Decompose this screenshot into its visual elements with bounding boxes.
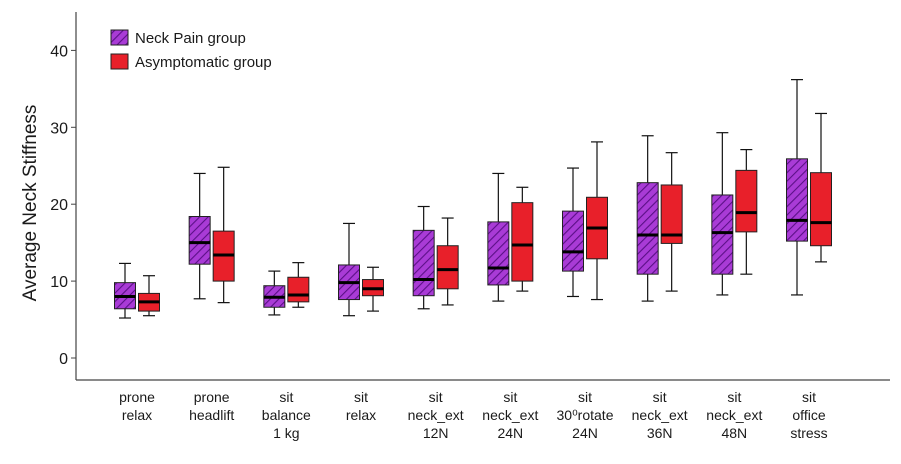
box-neck-pain [338, 222, 360, 317]
iqr-box [711, 194, 734, 275]
iqr-box [511, 202, 534, 282]
iqr-box [562, 210, 584, 272]
iqr-box [412, 229, 435, 297]
box-asymptomatic [660, 152, 683, 292]
category-label: prone headlift [189, 389, 234, 423]
category-label: sit neck_ext 24N [482, 389, 538, 441]
iqr-box [436, 245, 459, 290]
category-label-line: 30⁰rotate [557, 407, 614, 423]
category-label: sit neck_ext 48N [706, 389, 762, 441]
category-label: prone relax [119, 389, 155, 423]
box-asymptomatic [287, 262, 310, 308]
category-label-line: neck_ext [482, 407, 538, 423]
box-asymptomatic [511, 186, 534, 292]
category-label-line: stress [790, 425, 827, 441]
box-neck-pain [263, 270, 286, 316]
category-label: sit neck_ext 12N [408, 389, 464, 441]
legend-swatch-neck-pain [110, 29, 129, 46]
category-label: sit 30⁰rotate 24N [557, 389, 614, 441]
box-asymptomatic [362, 266, 384, 312]
iqr-box [287, 276, 310, 303]
category-label-line: neck_ext [408, 407, 464, 423]
category-label-line: sit [802, 389, 816, 405]
iqr-box [660, 184, 683, 244]
legend-swatch-asymptomatic [110, 53, 129, 70]
category-label-line: balance [262, 407, 311, 423]
box-neck-pain [114, 262, 136, 319]
category-label-line: 48N [721, 425, 747, 441]
box-neck-pain [786, 79, 808, 296]
box-neck-pain [636, 135, 659, 302]
legend: Neck Pain group Asymptomatic group [110, 29, 272, 71]
category-label-line: neck_ext [632, 407, 688, 423]
category-label-line: sit [279, 389, 293, 405]
legend-label-neck-pain: Neck Pain group [135, 30, 246, 47]
iqr-box [735, 169, 758, 233]
iqr-box [786, 158, 808, 242]
iqr-box [487, 221, 510, 286]
box-series [114, 79, 832, 319]
y-tick-label: 20 [50, 197, 68, 214]
box-neck-pain [412, 205, 435, 310]
box-neck-pain [562, 167, 584, 298]
category-label-line: 24N [572, 425, 598, 441]
category-label: sit relax [346, 389, 376, 423]
y-tick-label: 30 [50, 120, 68, 137]
category-label-line: office [792, 407, 825, 423]
y-tick-label: 40 [50, 43, 68, 60]
box-neck-pain [188, 172, 211, 300]
category-label-line: sit [354, 389, 368, 405]
iqr-box [188, 216, 211, 265]
category-label: sit balance 1 kg [262, 389, 311, 441]
category-label: sit office stress [790, 389, 827, 441]
iqr-box [636, 182, 659, 275]
category-label-line: sit [503, 389, 517, 405]
box-neck-pain [487, 172, 510, 302]
category-label-line: relax [122, 407, 152, 423]
box-asymptomatic [212, 166, 235, 304]
category-label-line: 24N [497, 425, 523, 441]
category-label: sit neck_ext 36N [632, 389, 688, 441]
category-label-line: sit [429, 389, 443, 405]
y-tick-label: 0 [59, 351, 68, 368]
box-asymptomatic [810, 112, 832, 263]
box-asymptomatic [436, 217, 459, 306]
y-tick-label: 10 [50, 274, 68, 291]
category-label-line: sit [578, 389, 592, 405]
box-asymptomatic [735, 149, 758, 275]
category-label-line: 12N [423, 425, 449, 441]
category-label-line: prone [119, 389, 155, 405]
category-label-line: sit [727, 389, 741, 405]
legend-label-asymptomatic: Asymptomatic group [135, 54, 272, 71]
category-label-line: neck_ext [706, 407, 762, 423]
y-axis: 0 10 20 30 40 [50, 12, 77, 380]
category-label-line: sit [653, 389, 667, 405]
category-label-line: 36N [647, 425, 673, 441]
box-asymptomatic [586, 141, 608, 301]
category-label-line: 1 kg [273, 425, 299, 441]
box-neck-pain [711, 132, 734, 296]
y-axis-title: Average Neck Stiffness [20, 105, 41, 302]
category-label-line: prone [194, 389, 230, 405]
box-asymptomatic [138, 275, 160, 317]
category-label-line: relax [346, 407, 376, 423]
iqr-box [810, 172, 832, 247]
category-label-line: headlift [189, 407, 234, 423]
